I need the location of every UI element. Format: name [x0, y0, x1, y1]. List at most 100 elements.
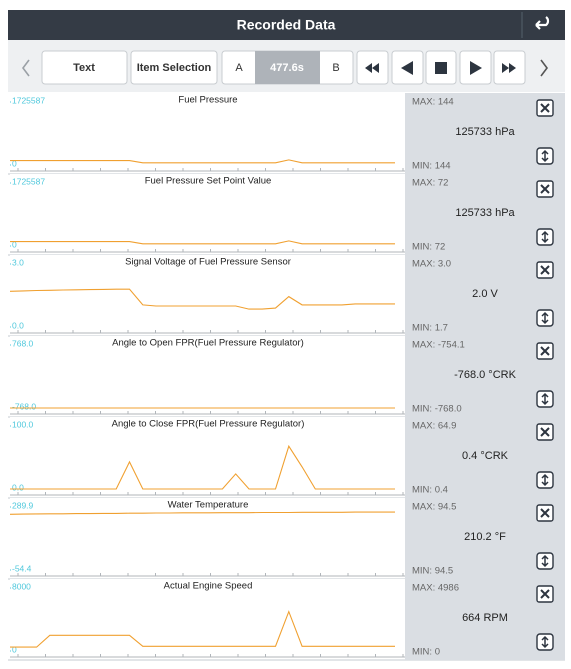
panel-title: Fuel Pressure Set Point Value: [145, 176, 272, 187]
close-icon: [540, 427, 550, 437]
scale-button[interactable]: [536, 633, 554, 651]
scale-button[interactable]: [536, 309, 554, 327]
trace-line: [10, 610, 395, 648]
close-icon: [540, 184, 550, 194]
y-tick-label: 0: [12, 158, 17, 168]
scale-icon: [541, 635, 549, 649]
max-label: MAX: 4986: [412, 583, 459, 594]
min-label: MIN: 144: [412, 161, 451, 172]
current-value: -768.0 °CRK: [454, 369, 517, 381]
max-label: MAX: 94.5: [412, 502, 456, 513]
close-button[interactable]: [536, 342, 554, 360]
text-button-label: Text: [73, 62, 95, 74]
next-page[interactable]: [540, 59, 548, 77]
panel-title: Actual Engine Speed: [164, 581, 253, 592]
max-label: MAX: -754.1: [412, 340, 465, 351]
step-forward-icon: [470, 61, 482, 75]
y-tick-label: 768.0: [12, 338, 34, 348]
y-tick-label: 0: [12, 644, 17, 654]
scale-button[interactable]: [536, 552, 554, 570]
panel: 0 1725587 Fuel Pressure MAX: 144 125733 hPa M…: [8, 93, 565, 175]
time-box: [255, 51, 320, 84]
close-icon: [540, 508, 550, 518]
panel-title: Signal Voltage of Fuel Pressure Sensor: [125, 257, 291, 268]
fast-forward-icon: [502, 63, 516, 73]
header-bar: [8, 10, 565, 40]
prev-page[interactable]: [22, 59, 30, 77]
panel: -54.4 289.9 Water Temperature MAX: 94.5 210.…: [8, 498, 565, 580]
back-button[interactable]: [535, 16, 550, 30]
scale-button[interactable]: [536, 471, 554, 489]
close-button[interactable]: [536, 261, 554, 279]
chart-area: [10, 498, 405, 579]
chart-area: [10, 336, 405, 417]
y-tick-label: -54.4: [12, 563, 32, 573]
back-icon: [535, 16, 550, 30]
trace-line: [9, 511, 395, 515]
y-tick-label: 100.0: [12, 419, 34, 429]
close-icon: [540, 265, 550, 275]
current-value: 2.0 V: [472, 288, 498, 300]
close-button[interactable]: [536, 180, 554, 198]
step-back-icon: [401, 61, 413, 75]
y-tick-label: 0.0: [12, 482, 24, 492]
y-tick-label: 289.9: [12, 500, 34, 510]
y-tick-label: 3.0: [12, 257, 24, 267]
scale-button[interactable]: [536, 228, 554, 246]
min-label: MIN: 94.5: [412, 566, 453, 577]
scale-icon: [541, 392, 549, 406]
a-marker[interactable]: A: [235, 62, 243, 74]
y-tick-label: 1725587: [12, 95, 45, 105]
scale-button[interactable]: [536, 390, 554, 408]
y-tick-label: 0: [12, 239, 17, 249]
close-icon: [540, 346, 550, 356]
trace-line: [9, 288, 395, 310]
scale-icon: [541, 473, 549, 487]
min-label: MIN: 0.4: [412, 485, 448, 496]
scale-icon: [541, 149, 549, 163]
time-value: 477.6s: [270, 62, 304, 74]
rewind-button[interactable]: [356, 50, 389, 85]
panel: 0 1725587 Fuel Pressure Set Point Value MAX…: [8, 174, 565, 256]
trace-line: [10, 240, 395, 245]
current-value: 125733 hPa: [455, 207, 515, 219]
chart-area: [10, 255, 405, 336]
panel: 0 8000 Actual Engine Speed MAX: 4986 664 RPM…: [8, 579, 565, 661]
item-selection-label: Item Selection: [137, 62, 212, 74]
stop-icon: [435, 62, 447, 74]
scale-button[interactable]: [536, 147, 554, 165]
close-icon: [540, 589, 550, 599]
close-icon: [540, 103, 550, 113]
min-label: MIN: -768.0: [412, 404, 462, 415]
y-tick-label: 8000: [12, 581, 31, 591]
scale-icon: [541, 311, 549, 325]
media-controls: [356, 50, 526, 85]
panel-title: Fuel Pressure: [178, 95, 237, 106]
max-label: MAX: 3.0: [412, 259, 451, 270]
panel: 0.0 100.0 Angle to Close FPR(Fuel Pressure…: [8, 417, 565, 499]
b-marker[interactable]: B: [332, 62, 339, 74]
panel: 0.0 3.0 Signal Voltage of Fuel Pressure Se…: [8, 255, 565, 337]
close-button[interactable]: [536, 99, 554, 117]
current-value: 0.4 °CRK: [462, 450, 509, 462]
close-button[interactable]: [536, 585, 554, 603]
min-label: MIN: 72: [412, 242, 445, 253]
text-button[interactable]: [41, 50, 128, 85]
max-label: MAX: 72: [412, 178, 448, 189]
panel-title: Angle to Close FPR(Fuel Pressure Regulat…: [112, 419, 305, 430]
scale-icon: [541, 554, 549, 568]
y-tick-label: -768.0: [12, 401, 36, 411]
min-label: MIN: 0: [412, 647, 440, 658]
close-button[interactable]: [536, 423, 554, 441]
current-value: 125733 hPa: [455, 126, 515, 138]
min-label: MIN: 1.7: [412, 323, 448, 334]
y-tick-label: 0.0: [12, 320, 24, 330]
panel: -768.0 768.0 Angle to Open FPR(Fuel Pressu…: [8, 336, 565, 418]
trace-line: [10, 444, 395, 490]
close-button[interactable]: [536, 504, 554, 522]
header-title: Recorded Data: [237, 17, 336, 33]
item-selection-button[interactable]: [130, 50, 218, 85]
chart-area: [10, 417, 405, 498]
